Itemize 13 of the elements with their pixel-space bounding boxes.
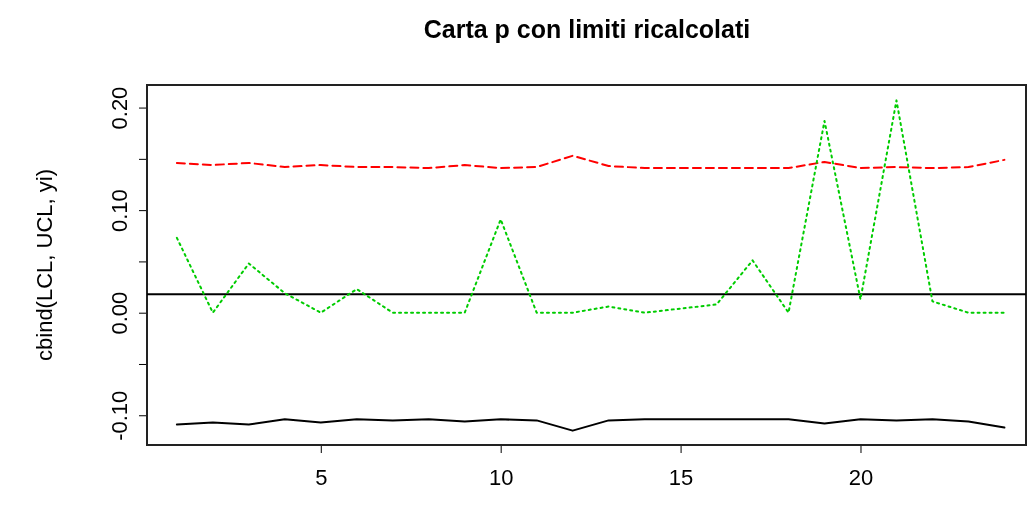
x-tick-label: 15 bbox=[668, 464, 694, 490]
y-tick-label: 0.00 bbox=[107, 291, 132, 335]
x-tick-label: 5 bbox=[315, 464, 328, 490]
y-tick-label: -0.10 bbox=[107, 390, 132, 441]
y-axis-title: cbind(LCL, UCL, yi) bbox=[32, 169, 57, 361]
line-series bbox=[175, 418, 1006, 432]
line-series bbox=[175, 99, 1006, 314]
x-tick-label: 10 bbox=[488, 464, 514, 490]
y-tick-label: 0.10 bbox=[107, 189, 132, 233]
chart-title: Carta p con limiti ricalcolati bbox=[423, 15, 751, 43]
line-series bbox=[175, 154, 1006, 170]
x-tick-label: 20 bbox=[848, 464, 874, 490]
y-tick-label: 0.20 bbox=[107, 86, 132, 130]
